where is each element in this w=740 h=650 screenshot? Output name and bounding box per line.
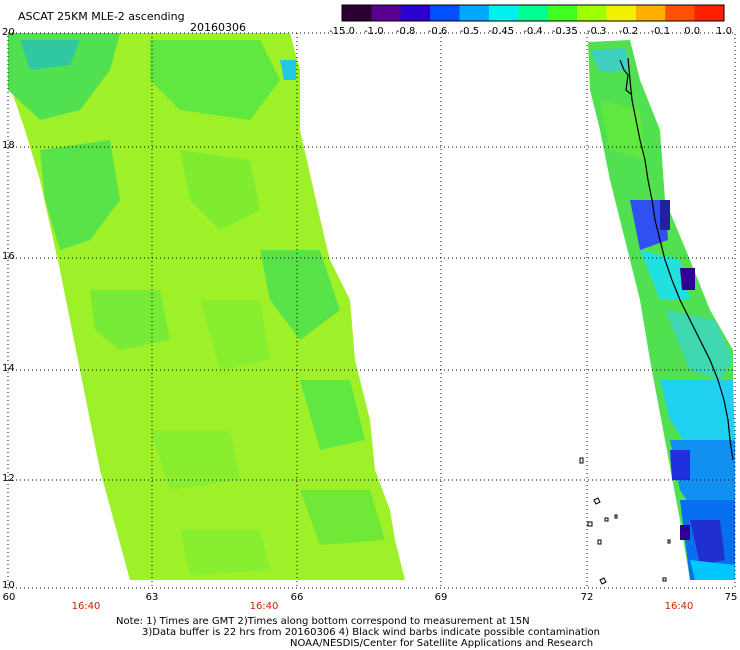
lat-label-20: 20 <box>2 27 15 38</box>
colorbar-tick-label: -0.5 <box>459 26 480 37</box>
colorbar-segment <box>606 5 637 21</box>
colorbar-segment <box>547 5 578 21</box>
lon-label-63: 63 <box>145 592 159 603</box>
lat-lon-grid <box>8 33 735 588</box>
islands <box>579 457 671 585</box>
note-line-3: NOAA/NESDIS/Center for Satellite Applica… <box>290 638 594 649</box>
map-date: 20160306 <box>190 21 246 34</box>
colorbar-tick-label: -0.1 <box>650 26 671 37</box>
colorbar-segment <box>400 5 431 21</box>
colorbar-tick-label: 1.0 <box>716 26 732 37</box>
note-line-2: 3)Data buffer is 22 hrs from 20160306 4)… <box>142 627 600 638</box>
colorbar-segment <box>665 5 696 21</box>
right-swath <box>588 40 735 580</box>
lat-label-18: 18 <box>2 140 15 151</box>
colorbar-tick-label: -0.35 <box>551 26 578 37</box>
lon-label-60: 60 <box>2 592 16 603</box>
colorbar-tick-label: 0.0 <box>684 26 701 37</box>
colorbar <box>341 4 725 22</box>
colorbar-border <box>341 4 725 22</box>
colorbar-segment <box>694 5 725 21</box>
time-label-middle: 16:40 <box>249 601 279 612</box>
colorbar-tick-label: -0.4 <box>523 26 543 37</box>
map-title: ASCAT 25KM MLE-2 ascending <box>18 10 185 23</box>
note-line-1: Note: 1) Times are GMT 2)Times along bot… <box>116 616 530 627</box>
time-label-right: 16:40 <box>664 601 694 612</box>
colorbar-tick-label: -0.2 <box>618 26 639 37</box>
colorbar-segment <box>342 5 372 21</box>
colorbar-segment <box>459 5 490 21</box>
colorbar-tick-label: -0.45 <box>488 26 515 37</box>
colorbar-segment <box>488 5 519 21</box>
lat-label-10: 10 <box>2 580 15 591</box>
lon-label-66: 66 <box>290 592 304 603</box>
colorbar-tick-label: -15.0 <box>329 26 355 37</box>
colorbar-segment <box>371 5 402 21</box>
coastline <box>619 57 734 461</box>
map-frame <box>7 32 736 589</box>
lon-label-75: 75 <box>724 592 738 603</box>
colorbar-tick-label: -0.3 <box>586 26 607 37</box>
left-swath <box>8 33 405 580</box>
lon-label-72: 72 <box>580 592 594 603</box>
lat-label-14: 14 <box>2 363 15 374</box>
lat-label-12: 12 <box>2 473 15 484</box>
colorbar-segment <box>577 5 607 21</box>
colorbar-segment <box>518 5 549 21</box>
time-label-left: 16:40 <box>71 601 101 612</box>
colorbar-segment <box>430 5 461 21</box>
colorbar-segment <box>635 5 666 21</box>
colorbar-tick-label: -0.8 <box>395 26 416 37</box>
lat-label-16: 16 <box>2 251 15 262</box>
colorbar-tick-label: -0.6 <box>427 26 448 37</box>
colorbar-tick-label: -1.0 <box>364 26 384 37</box>
lon-label-69: 69 <box>434 592 448 603</box>
